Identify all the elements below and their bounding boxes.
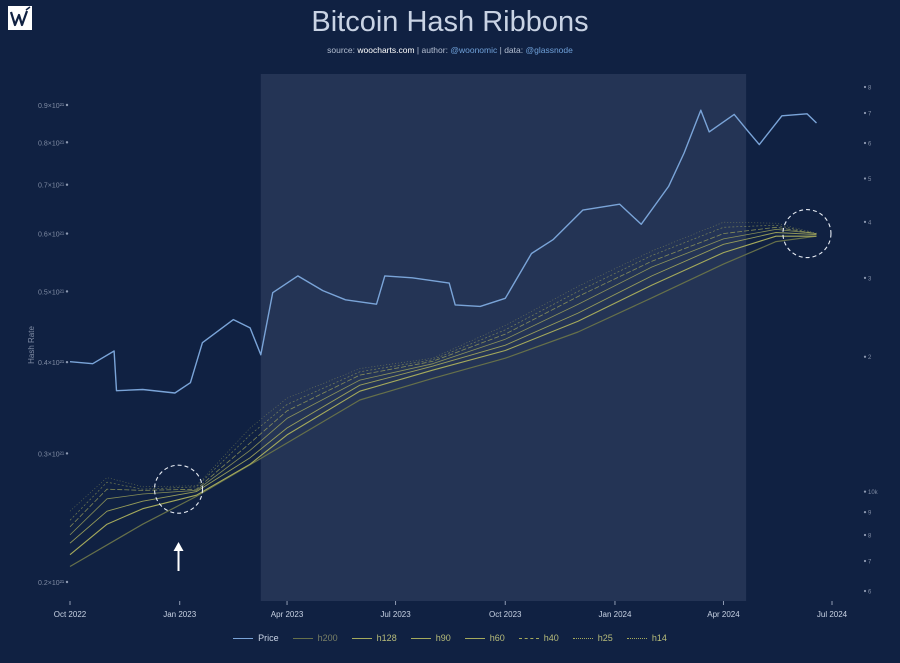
author-label: | author: — [416, 45, 448, 55]
source-label: source: — [327, 45, 355, 55]
series-price-line — [69, 109, 817, 394]
y-tick-dot — [65, 103, 69, 107]
y2-tick-dot — [863, 533, 867, 537]
y-tick-label: 0.8×10²¹ — [38, 140, 65, 147]
legend-label: h14 — [651, 633, 667, 643]
y2-tick-label: 3 — [868, 276, 872, 282]
y2-tick-dot — [863, 177, 867, 180]
y-axis-label: Hash Rate — [27, 326, 36, 364]
y-tick-dot — [65, 183, 69, 186]
legend-swatch — [626, 638, 647, 640]
y2-tick-dot — [863, 490, 867, 493]
legend-item-h14[interactable]: h14 — [626, 633, 667, 643]
legend-swatch — [233, 638, 254, 640]
y-tick-label: 0.2×10²¹ — [38, 580, 65, 587]
y2-tick-label: 2 — [868, 355, 872, 361]
x-tick-label: Jan 2024 — [599, 610, 632, 619]
y-tick-label: 0.9×10²¹ — [38, 103, 65, 110]
source-link[interactable]: woocharts.com — [357, 45, 415, 55]
series-h200-line — [69, 235, 817, 568]
legend-item-h25[interactable]: h25 — [572, 633, 613, 643]
y2-tick-label: 9 — [868, 511, 872, 517]
legend-item-h200[interactable]: h200 — [292, 633, 338, 643]
chart-title: Bitcoin Hash Ribbons — [311, 6, 589, 38]
legend-swatch — [292, 638, 313, 640]
y2-tick-dot — [863, 220, 867, 223]
y2-tick-dot — [863, 85, 867, 89]
y2-tick-label: 6 — [868, 590, 872, 596]
y-tick-dot — [65, 452, 69, 455]
y2-tick-dot — [863, 559, 867, 563]
x-tick-label: Jul 2023 — [380, 610, 411, 619]
y-tick-label: 0.3×10²¹ — [38, 451, 65, 458]
legend-label: h25 — [597, 633, 613, 643]
legend-item-h40[interactable]: h40 — [518, 633, 559, 643]
x-tick-label: Jul 2024 — [817, 610, 848, 619]
legend-swatch — [464, 638, 485, 640]
y2-tick-dot — [863, 141, 867, 145]
y-tick-label: 0.6×10²¹ — [38, 232, 65, 239]
y-tick-dot — [65, 232, 69, 235]
series-h90-line — [69, 232, 817, 544]
x-tick-label: Apr 2023 — [271, 610, 304, 619]
data-source-link[interactable]: @glassnode — [525, 45, 573, 55]
y2-tick-label: 6 — [868, 141, 872, 147]
highlight-region — [260, 74, 747, 601]
y2-tick-dot — [863, 589, 867, 593]
legend-label: h90 — [435, 633, 451, 643]
y2-tick-label: 7 — [868, 560, 872, 566]
y-tick-dot — [65, 580, 69, 584]
legend-swatch — [410, 638, 431, 640]
legend-swatch — [572, 638, 593, 640]
author-link[interactable]: @woonomic — [450, 45, 498, 55]
legend-label: h60 — [489, 633, 505, 643]
right-axis: 6 7 8 9 10k 2 3 4 5 6 7 8 — [863, 85, 879, 596]
legend-label: h128 — [376, 633, 397, 643]
annotation-circle-recent — [782, 209, 832, 259]
annotation-arrow-head-icon — [173, 542, 184, 551]
y2-tick-label: 8 — [868, 86, 872, 92]
legend-swatch — [518, 638, 539, 640]
annotations — [153, 209, 832, 571]
chart-subtitle: source: woocharts.com | author: @woonomi… — [0, 45, 900, 55]
legend-item-price[interactable]: Price — [233, 633, 279, 643]
x-tick-label: Oct 2023 — [489, 610, 522, 619]
y2-tick-dot — [863, 111, 867, 115]
legend-item-h60[interactable]: h60 — [464, 633, 505, 643]
series-h128-line — [69, 235, 817, 556]
legend-item-h128[interactable]: h128 — [351, 633, 397, 643]
y-tick-label: 0.5×10²¹ — [38, 289, 65, 296]
y-tick-label: 0.7×10²¹ — [38, 183, 65, 190]
chart-legend: Price h200 h128 h90 h60 h40 h25 h14 — [0, 633, 900, 643]
y2-tick-label: 4 — [868, 220, 872, 226]
legend-label: Price — [258, 633, 279, 643]
y-tick-label: 0.4×10²¹ — [38, 360, 65, 367]
y2-tick-dot — [863, 276, 867, 279]
y2-tick-dot — [863, 511, 867, 514]
y2-tick-label: 8 — [868, 534, 872, 540]
data-label: | data: — [499, 45, 524, 55]
series-layer — [69, 109, 817, 568]
y2-tick-dot — [863, 355, 867, 358]
annotation-circle-crossover — [153, 464, 204, 514]
x-tick-label: Apr 2024 — [707, 610, 740, 619]
left-axis: 0.2×10²¹ 0.3×10²¹ 0.4×10²¹ 0.5×10²¹ 0.6×10²¹… — [38, 103, 69, 587]
x-tick-label: Jan 2023 — [163, 610, 196, 619]
y-tick-dot — [65, 141, 69, 144]
legend-label: h40 — [543, 633, 559, 643]
legend-swatch — [351, 638, 372, 640]
x-tick-label: Oct 2022 — [54, 610, 87, 619]
y-tick-dot — [65, 360, 69, 364]
series-h60-line — [69, 228, 817, 536]
legend-item-h90[interactable]: h90 — [410, 633, 451, 643]
x-axis: Oct 2022 Jan 2023 Apr 2023 Jul 2023 Oct 2023… — [54, 601, 848, 619]
woocharts-logo — [8, 6, 32, 30]
legend-label: h200 — [317, 633, 338, 643]
y-tick-dot — [65, 290, 69, 293]
y2-tick-label: 10k — [868, 490, 879, 496]
series-h40-line — [69, 226, 817, 528]
y2-tick-label: 7 — [868, 111, 872, 117]
y2-tick-label: 5 — [868, 177, 872, 183]
